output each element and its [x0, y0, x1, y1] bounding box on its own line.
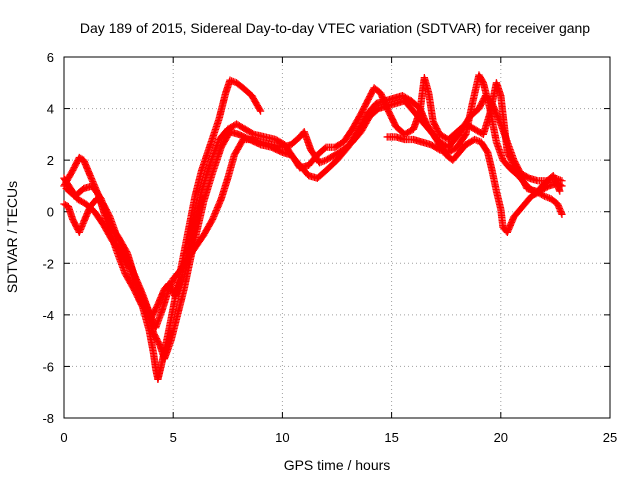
- y-axis-label: SDTVAR / TECUs: [4, 181, 20, 293]
- x-tick-label: 5: [170, 430, 177, 445]
- data-point: [558, 177, 566, 185]
- y-tick-label: -8: [42, 411, 54, 426]
- chart-title: Day 189 of 2015, Sidereal Day-to-day VTE…: [80, 20, 590, 36]
- data-point: [483, 147, 491, 155]
- series-pass-2: [60, 92, 566, 363]
- data-point: [558, 210, 566, 218]
- series-pass-5: [383, 71, 564, 198]
- y-tick-label: 2: [47, 153, 54, 168]
- data-point: [321, 144, 329, 153]
- x-tick-label: 0: [60, 430, 67, 445]
- grid-lines: [64, 57, 610, 418]
- y-tick-label: -6: [42, 359, 54, 374]
- x-tick-label: 20: [494, 430, 508, 445]
- y-tick-label: 0: [47, 205, 54, 220]
- y-tick-label: 4: [47, 102, 54, 117]
- data-marks: [60, 71, 566, 383]
- axis-ticks: 0 5 10 15 20 25 -8 -6 -4 -2 0 2 4 6: [42, 50, 617, 445]
- data-point: [556, 187, 564, 195]
- x-axis-label: GPS time / hours: [284, 457, 391, 473]
- data-point: [478, 77, 487, 86]
- y-tick-label: -2: [42, 256, 54, 271]
- y-tick-label: 6: [47, 50, 54, 65]
- plot-frame: [63, 56, 611, 419]
- x-tick-label: 15: [384, 430, 398, 445]
- x-tick-label: 10: [275, 430, 289, 445]
- data-point: [256, 107, 265, 115]
- data-point: [461, 131, 469, 140]
- y-tick-label: -4: [42, 308, 54, 323]
- x-tick-label: 25: [603, 430, 617, 445]
